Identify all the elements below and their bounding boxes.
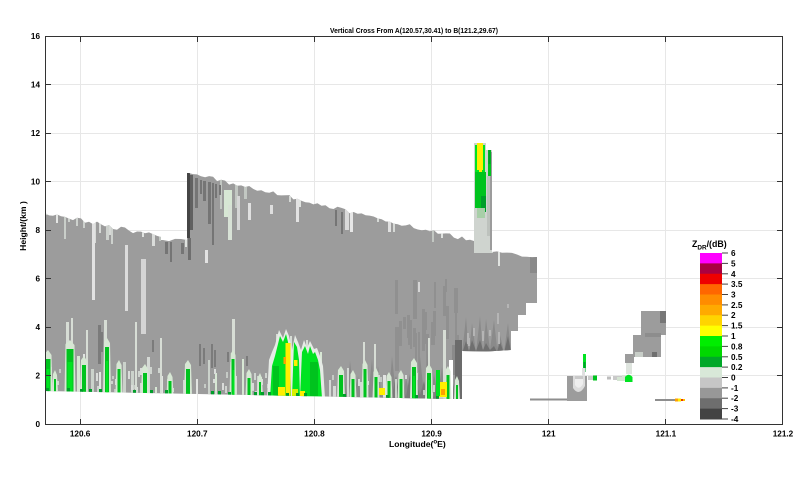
svg-text:6: 6 bbox=[731, 249, 736, 258]
svg-text:3.5: 3.5 bbox=[731, 280, 743, 289]
svg-text:Height/(km ): Height/(km ) bbox=[18, 201, 28, 251]
svg-text:121.2: 121.2 bbox=[773, 430, 794, 439]
svg-text:120.6: 120.6 bbox=[70, 430, 91, 439]
svg-text:8: 8 bbox=[35, 226, 40, 235]
svg-text:-4: -4 bbox=[731, 415, 739, 424]
svg-text:-3: -3 bbox=[731, 405, 739, 414]
svg-text:0: 0 bbox=[35, 420, 40, 429]
svg-text:12: 12 bbox=[31, 129, 41, 138]
svg-text:2: 2 bbox=[731, 311, 736, 320]
svg-text:14: 14 bbox=[31, 81, 41, 90]
svg-text:2.5: 2.5 bbox=[731, 301, 743, 310]
svg-text:1: 1 bbox=[731, 332, 736, 341]
svg-text:0.8: 0.8 bbox=[731, 342, 743, 351]
svg-text:1.5: 1.5 bbox=[731, 322, 743, 331]
svg-text:4: 4 bbox=[35, 323, 40, 332]
svg-text:0.2: 0.2 bbox=[731, 363, 743, 372]
svg-text:0.5: 0.5 bbox=[731, 353, 743, 362]
svg-text:3: 3 bbox=[731, 291, 736, 300]
svg-text:0: 0 bbox=[731, 374, 736, 383]
svg-text:-2: -2 bbox=[731, 394, 739, 403]
svg-text:Longitude(oE): Longitude(oE) bbox=[389, 439, 446, 450]
svg-text:5: 5 bbox=[731, 259, 736, 268]
svg-text:121.1: 121.1 bbox=[656, 430, 677, 439]
svg-text:2: 2 bbox=[35, 372, 40, 381]
svg-text:16: 16 bbox=[31, 32, 41, 41]
svg-text:120.7: 120.7 bbox=[187, 430, 208, 439]
svg-text:121: 121 bbox=[542, 430, 556, 439]
svg-text:120.8: 120.8 bbox=[304, 430, 325, 439]
svg-text:10: 10 bbox=[31, 178, 41, 187]
svg-text:Vertical Cross From A(120.57,3: Vertical Cross From A(120.57,30.41) to B… bbox=[330, 26, 499, 35]
svg-text:4: 4 bbox=[731, 270, 736, 279]
svg-text:6: 6 bbox=[35, 275, 40, 284]
svg-text:-1: -1 bbox=[731, 384, 739, 393]
svg-text:120.9: 120.9 bbox=[421, 430, 442, 439]
